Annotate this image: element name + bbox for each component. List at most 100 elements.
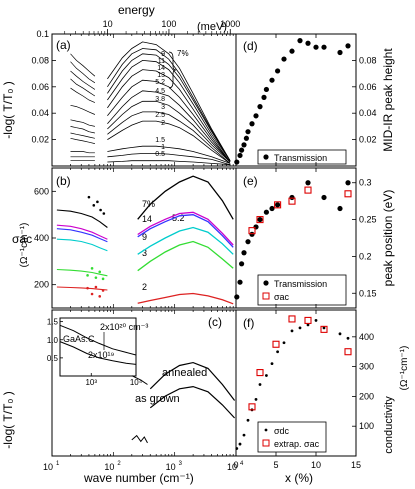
panel-c-plot [131,361,236,444]
panel-d-point [297,38,303,44]
panel-d-point [243,135,249,141]
panel-f-ylabel: conductivity [383,396,395,454]
panel-f-point [270,362,274,366]
label-b-2: 2 [142,282,147,292]
panel-f-yunit: (Ω⁻¹cm⁻¹) [399,346,410,391]
energy-tick-label: 10 [103,19,113,29]
panel-a-curve-10 [107,145,231,164]
legend-e-dot [263,280,269,286]
panel-d-ytick-label: 0.04 [359,108,377,118]
panel-f-point [298,326,302,330]
panel-a-curve-7 [107,100,231,163]
panel-d-point [239,147,245,153]
panel-c-xtick-label: 10 [104,462,114,472]
panel-f-square [304,316,312,324]
panel-a-curve-11 [107,153,231,166]
panel-b-fir-point [99,208,102,212]
panel-a-curve-label-11: 1 [161,144,165,151]
panel-d-ylabel: MID-IR peak height [381,48,395,152]
panel-d-letter: (d) [243,39,258,53]
label-b-7pct: 7% [142,199,155,209]
panel-f-square [288,315,296,323]
panel-d-point [234,159,240,165]
inset-plot: 1.5 1.0 0.5 10³ 10⁴ [47,318,143,387]
panel-d-point [257,104,263,110]
panel-a-curve-label-1: 11 [158,58,165,65]
panel-f-square [256,369,264,377]
panel-a-letter: (a) [56,38,71,52]
inset-title: GaAs:C [63,334,95,344]
legend-f-box [257,421,327,453]
panel-f-ytick-label: 400 [359,332,374,342]
panel-f-point [238,442,242,446]
panel-a-fir-segment-9 [70,137,95,144]
panel-b-curve-5 [137,292,234,305]
legend-f-label-2: extrap. σac [274,439,320,449]
panel-e-point [239,261,245,267]
legend-d-dot [263,154,269,160]
label-b-3: 3 [142,248,147,258]
panel-b-fir-point [92,204,96,207]
inset-frame [59,317,137,377]
inset-xtick-label: 10⁴ [130,378,143,387]
panel-f-point [258,383,262,386]
panel-b-fir-curve-1 [56,224,108,240]
panel-f-xlabel: x (%) [285,471,313,485]
panel-e-point [263,209,269,215]
panel-d-point [337,49,343,56]
energy-axis-unit: (meV) [197,21,227,33]
panel-a-fir-segment-5 [70,104,96,115]
panel-e-point [275,202,281,208]
panel-a-ytick-label: 0.06 [31,82,49,92]
panel-a-curve-3 [107,59,231,161]
panel-a-fir-segment-2 [70,70,96,90]
legend-d-label: Transmission [274,153,327,163]
panel-a-curve-4 [107,69,231,163]
panel-a-curve-5 [107,79,231,163]
panel-c-xtick-label: 10 [227,462,237,472]
panel-b-curve-1 [137,211,234,246]
panel-a-fir-segment-7 [70,126,95,134]
panel-d-ytick-label: 0.06 [359,82,377,92]
energy-axis-label: energy [118,3,155,17]
panel-b-fir-point [94,276,98,279]
panel-a-curve-12 [107,160,231,166]
panel-a-fir-segment-1 [70,61,96,84]
panel-b-fir-point [98,270,102,274]
panel-d-point [237,152,243,159]
panel-b-curve-2 [137,214,234,248]
panel-f-xtick-label: 5 [273,460,278,470]
panel-f-frame [235,309,357,457]
panel-f-xtick-label: 10 [311,460,321,470]
inset-annotation-2: 2x10¹⁹ [88,350,115,360]
panel-d-point [313,44,319,50]
panel-c-xtick-exp: 4 [240,461,244,467]
panel-b-fir-curve-4 [56,268,108,277]
panel-e-point [257,216,263,223]
panel-d-point [275,68,281,74]
panel-a-curve-1 [107,48,231,161]
panel-c-xtick-label: 10 [166,462,176,472]
panel-b-fir-point [98,295,102,298]
panel-e-point [241,250,247,256]
panel-d-point [263,86,269,93]
panel-d-point [281,56,287,62]
energy-tick-label: 1000 [220,19,240,29]
panel-b-curve-0 [137,175,234,220]
panel-b-fir-point [87,195,91,199]
panel-a-curve-label-7: 3 [161,104,165,111]
panel-b-yunit: (Ω⁻¹cm⁻¹) [19,223,30,268]
panel-d-point [245,129,251,135]
panel-e-letter: (e) [243,174,258,188]
label-as-grown: as grown [135,393,180,405]
panel-c-fir-segment-0 [131,375,148,385]
panel-b-ytick-label: 200 [34,280,49,290]
panel-f-ytick-label: 200 [359,391,374,401]
panel-e-point [269,205,275,212]
panel-c-xlabel: wave number (cm⁻¹) [83,471,194,485]
panel-a-curve-label-8: 2.5 [155,112,165,119]
panel-c-curve-0 [149,361,236,401]
panel-b-plot [56,175,234,305]
panel-c-letter: (c) [208,315,222,329]
